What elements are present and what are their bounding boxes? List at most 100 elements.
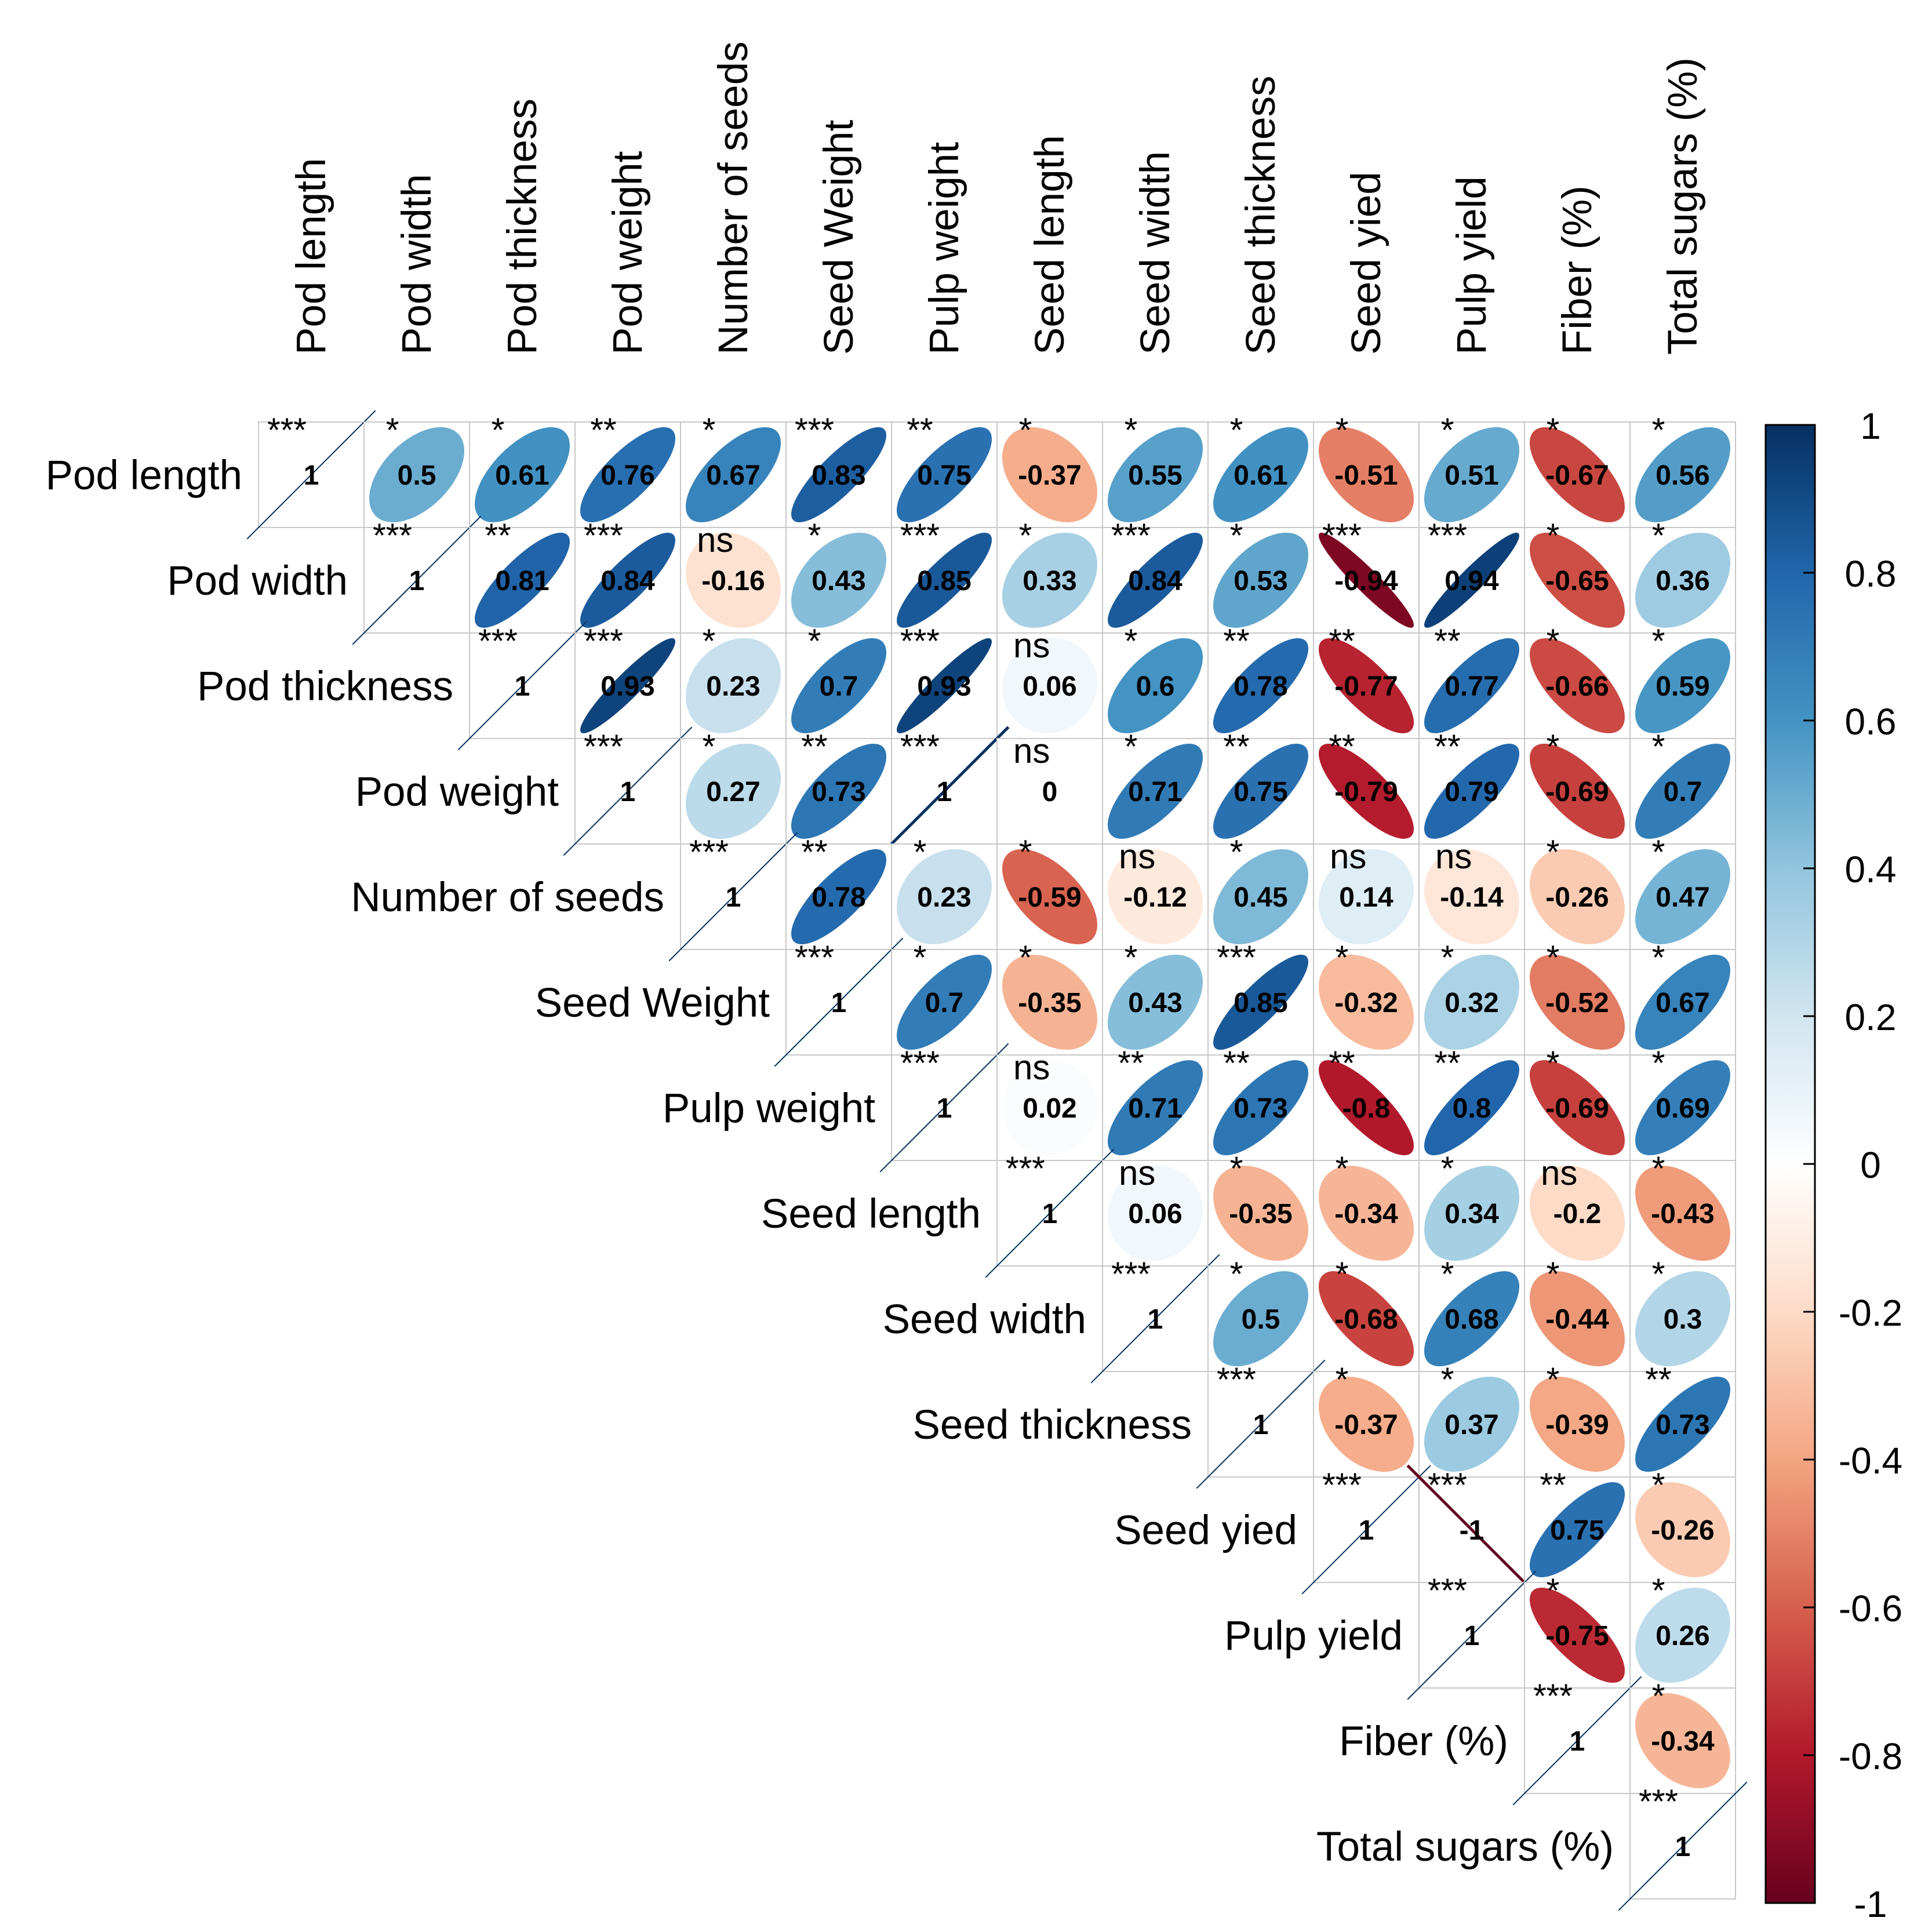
significance-label-r0c12: * — [1547, 412, 1560, 449]
significance-label-r1c3: *** — [584, 517, 623, 555]
significance-label-r11c13: * — [1652, 1572, 1665, 1610]
value-label-r10c10: 1 — [1359, 1515, 1374, 1546]
significance-label-r4c9: * — [1230, 834, 1243, 871]
ellipse-r0c3 — [580, 427, 676, 523]
significance-label-r8c10: * — [1336, 1256, 1349, 1293]
colorbar-tick-label-10: -1 — [1854, 1883, 1887, 1925]
value-label-r2c5: 0.7 — [820, 671, 858, 702]
value-label-r10c11: -1 — [1460, 1515, 1485, 1546]
ellipse-r12c12 — [1512, 1676, 1642, 1806]
ellipse-r8c10 — [1318, 1271, 1414, 1367]
value-label-r1c4: -0.16 — [701, 566, 765, 596]
value-label-r0c2: 0.61 — [495, 460, 549, 491]
significance-label-r3c8: * — [1125, 728, 1138, 766]
significance-label-r2c3: *** — [584, 623, 623, 660]
value-label-r2c10: -0.77 — [1334, 671, 1398, 702]
value-label-r10c12: 0.75 — [1550, 1515, 1604, 1546]
row-label-pod-width: Pod width — [167, 558, 348, 604]
ellipse-r5c10 — [1319, 955, 1414, 1050]
significance-label-r3c11: ** — [1434, 728, 1460, 766]
value-label-r1c10: -0.94 — [1334, 566, 1398, 596]
colorbar-tick-label-2: 0.6 — [1845, 701, 1897, 743]
significance-label-r3c12: * — [1547, 728, 1560, 766]
value-label-r4c11: -0.14 — [1440, 882, 1504, 913]
significance-label-r0c9: * — [1230, 412, 1243, 449]
ellipse-r3c5 — [791, 743, 887, 839]
ellipse-r2c12 — [1530, 638, 1625, 733]
significance-label-r0c11: * — [1441, 412, 1454, 449]
ellipse-r8c13 — [1635, 1271, 1731, 1367]
value-label-r4c8: -0.12 — [1123, 882, 1187, 913]
value-label-r2c11: 0.77 — [1445, 671, 1498, 702]
significance-label-r2c2: *** — [478, 623, 518, 660]
value-label-r2c4: 0.23 — [706, 671, 760, 702]
value-label-r5c6: 0.7 — [925, 988, 964, 1018]
ellipse-r6c10 — [1319, 1060, 1414, 1155]
significance-label-r1c12: * — [1547, 517, 1560, 555]
significance-label-r2c8: * — [1125, 623, 1138, 660]
significance-label-r13c13: *** — [1639, 1783, 1678, 1821]
row-label-fiber: Fiber (%) — [1339, 1719, 1508, 1764]
column-label-pulp-yield: Pulp yield — [1449, 176, 1495, 355]
column-label-pod-thickness: Pod thickness — [500, 99, 545, 355]
value-label-r0c8: 0.55 — [1128, 460, 1182, 491]
value-label-r1c9: 0.53 — [1234, 566, 1287, 596]
value-label-r2c8: 0.6 — [1136, 671, 1175, 702]
value-label-r6c13: 0.69 — [1656, 1093, 1709, 1124]
significance-label-r4c6: * — [914, 834, 927, 871]
value-label-r3c7: 0 — [1042, 777, 1058, 807]
ellipse-r6c6 — [879, 1043, 1009, 1173]
significance-label-r10c10: *** — [1322, 1467, 1362, 1504]
value-label-r9c13: 0.73 — [1656, 1410, 1709, 1440]
colorbar-legend: 1 0.8 0.6 0.4 0.2 0 -0.2 -0.4 -0.6 -0.8 -1 — [1764, 405, 1902, 1925]
significance-label-r0c6: ** — [907, 412, 933, 449]
ellipse-r4c13 — [1635, 849, 1730, 944]
value-label-r6c7: 0.02 — [1023, 1093, 1076, 1124]
ellipse-r2c13 — [1635, 638, 1730, 733]
value-label-r0c12: -0.67 — [1545, 460, 1609, 491]
row-label-seed-length: Seed length — [761, 1191, 981, 1237]
ellipse-r8c12 — [1529, 1271, 1625, 1367]
significance-label-r9c9: *** — [1217, 1361, 1256, 1399]
value-label-r4c4: 1 — [726, 882, 741, 913]
significance-label-r12c13: * — [1652, 1678, 1665, 1715]
ellipse-r0c13 — [1635, 427, 1730, 522]
value-label-r9c10: -0.37 — [1334, 1410, 1398, 1440]
significance-label-r6c8: ** — [1118, 1045, 1144, 1082]
ellipse-r0c1 — [369, 427, 464, 522]
row-label-pod-thickness: Pod thickness — [197, 664, 453, 710]
ellipse-r9c11 — [1424, 1376, 1520, 1472]
significance-label-r2c13: * — [1652, 623, 1665, 660]
value-label-r8c12: -0.44 — [1545, 1304, 1609, 1335]
value-label-r2c3: 0.93 — [601, 671, 654, 702]
ellipse-r12c13 — [1635, 1693, 1730, 1788]
value-label-r9c11: 0.37 — [1445, 1410, 1498, 1440]
ellipse-r3c4 — [685, 743, 781, 839]
ellipse-r11c11 — [1407, 1570, 1537, 1700]
ellipse-r1c9 — [1213, 533, 1308, 628]
value-label-r7c7: 1 — [1042, 1199, 1058, 1229]
ellipse-r8c9 — [1213, 1271, 1308, 1366]
significance-label-r5c11: * — [1441, 939, 1454, 977]
colorbar-tick-label-1: 0.8 — [1845, 553, 1897, 595]
significance-label-r9c12: * — [1547, 1361, 1560, 1399]
value-label-r3c11: 0.79 — [1445, 777, 1498, 807]
significance-label-r0c4: * — [703, 412, 716, 449]
ellipse-r7c7 — [985, 1148, 1115, 1278]
ellipse-r0c4 — [685, 427, 781, 523]
significance-label-r3c6: *** — [900, 728, 940, 766]
ellipse-r7c13 — [1635, 1165, 1731, 1261]
ellipse-r4c5 — [791, 849, 887, 945]
significance-label-r9c13: ** — [1645, 1361, 1671, 1399]
value-label-r6c12: -0.69 — [1545, 1093, 1609, 1124]
significance-label-r1c1: *** — [373, 517, 412, 555]
significance-label-r7c9: * — [1230, 1150, 1243, 1188]
value-label-r11c13: 0.26 — [1656, 1621, 1709, 1651]
significance-label-r2c5: * — [808, 623, 821, 660]
value-label-r1c3: 0.84 — [601, 566, 655, 596]
value-label-r0c7: -0.37 — [1018, 460, 1081, 491]
colorbar-tick-label-8: -0.6 — [1839, 1588, 1902, 1629]
value-label-r11c12: -0.75 — [1545, 1621, 1609, 1651]
ellipse-r7c10 — [1319, 1166, 1414, 1261]
value-label-r1c8: 0.84 — [1128, 566, 1183, 596]
